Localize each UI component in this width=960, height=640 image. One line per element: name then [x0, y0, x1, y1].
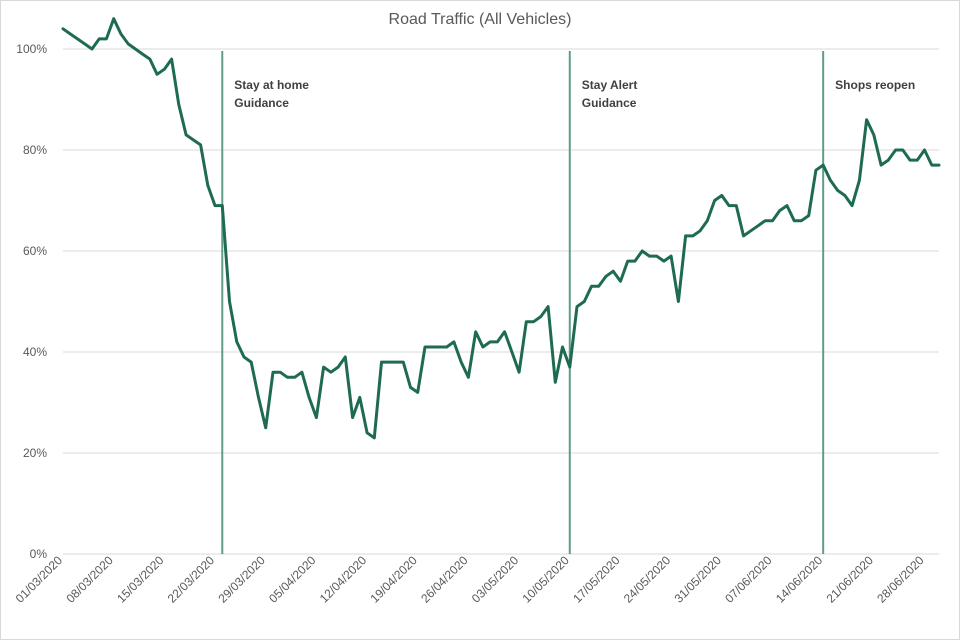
- chart-title: Road Traffic (All Vehicles): [388, 11, 572, 28]
- x-tick-label: 31/05/2020: [672, 553, 725, 606]
- x-tick-label: 07/06/2020: [722, 553, 775, 606]
- x-tick-label: 14/06/2020: [773, 553, 826, 606]
- y-tick-label: 0%: [30, 547, 48, 561]
- series-line: [61, 17, 941, 440]
- annotation-label: Guidance: [234, 96, 289, 110]
- y-tick-label: 100%: [16, 42, 47, 56]
- x-tick-label: 22/03/2020: [165, 553, 218, 606]
- x-tick-label: 12/04/2020: [317, 553, 370, 606]
- y-tick-label: 40%: [23, 345, 47, 359]
- x-tick-label: 21/06/2020: [824, 553, 877, 606]
- x-tick-label: 24/05/2020: [621, 553, 674, 606]
- x-tick-label: 15/03/2020: [114, 553, 167, 606]
- annotation-label: Stay Alert: [582, 78, 638, 92]
- annotation-label: Shops reopen: [835, 78, 915, 92]
- y-tick-label: 60%: [23, 244, 47, 258]
- x-tick-label: 10/05/2020: [520, 553, 573, 606]
- y-tick-label: 20%: [23, 446, 47, 460]
- x-tick-label: 29/03/2020: [215, 553, 268, 606]
- x-tick-label: 26/04/2020: [418, 553, 471, 606]
- x-tick-label: 08/03/2020: [63, 553, 116, 606]
- x-tick-label: 03/05/2020: [469, 553, 522, 606]
- annotation-label: Stay at home: [234, 78, 309, 92]
- annotation-label: Guidance: [582, 96, 637, 110]
- y-tick-label: 80%: [23, 143, 47, 157]
- x-tick-label: 19/04/2020: [367, 553, 420, 606]
- x-tick-label: 28/06/2020: [874, 553, 927, 606]
- x-tick-label: 17/05/2020: [570, 553, 623, 606]
- x-tick-label: 05/04/2020: [266, 553, 319, 606]
